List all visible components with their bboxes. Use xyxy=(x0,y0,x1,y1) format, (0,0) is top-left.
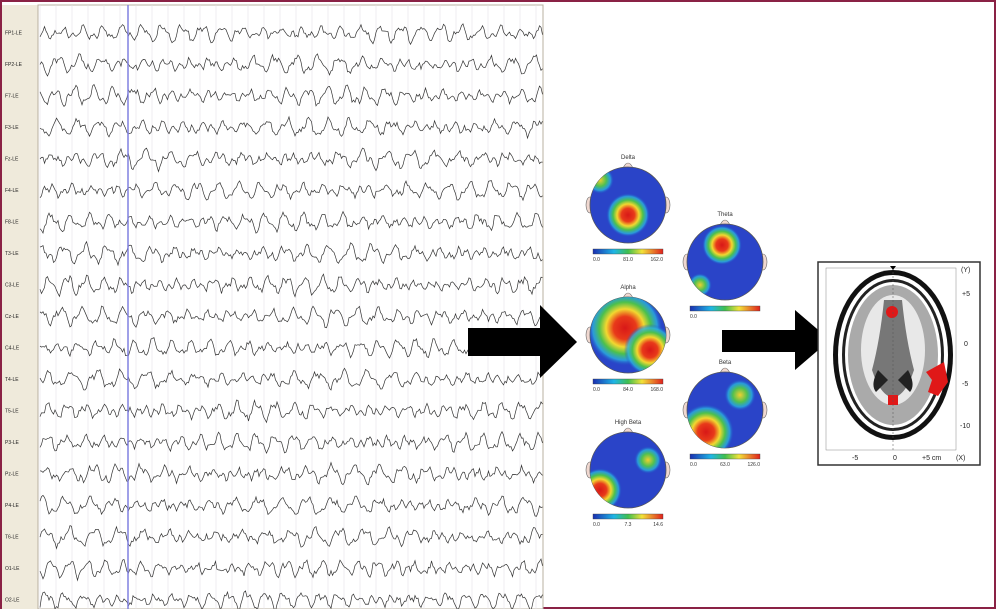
colorbar xyxy=(593,379,663,384)
scale-label: 0.0 xyxy=(593,522,600,528)
channel-label: Fz-LE xyxy=(5,156,19,162)
channel-label: T5-LE xyxy=(5,408,19,414)
channel-label: F3-LE xyxy=(5,125,19,131)
scale-label: 0.0 xyxy=(690,314,697,320)
channel-label: Cz-LE xyxy=(5,314,20,320)
scale-label: 168.0 xyxy=(650,387,663,393)
scale-label: 14.6 xyxy=(653,522,663,528)
x-tick-label: +5 cm xyxy=(922,455,941,462)
y-axis-label: (Y) xyxy=(961,267,970,274)
y-tick-label: +5 xyxy=(962,291,970,298)
scale-label: 0.0 xyxy=(593,257,600,263)
map-title: Beta xyxy=(719,360,732,366)
x-tick-label: 0 xyxy=(893,455,897,462)
channel-label: Pz-LE xyxy=(5,471,19,477)
channel-label: C4-LE xyxy=(5,345,20,351)
x-tick-label: -5 xyxy=(852,455,858,462)
y-tick-label: 0 xyxy=(964,341,968,348)
scale-label: 162.0 xyxy=(650,257,663,263)
colorbar xyxy=(593,514,663,519)
hotspot xyxy=(702,225,742,265)
scale-label: 84.0 xyxy=(623,387,633,393)
y-tick-label: -5 xyxy=(962,381,968,388)
y-tick-label: -10 xyxy=(960,423,970,430)
hotspot xyxy=(578,468,622,512)
eeg-panel xyxy=(38,5,543,609)
colorbar xyxy=(690,454,760,459)
scale-label: 0.0 xyxy=(690,462,697,468)
hotspot xyxy=(688,273,712,297)
x-axis-label: (X) xyxy=(956,455,965,462)
scale-label: 81.0 xyxy=(623,257,633,263)
activity xyxy=(587,290,676,376)
channel-label: T3-LE xyxy=(5,251,19,257)
activation xyxy=(886,306,898,318)
scale-label: 63.0 xyxy=(720,462,730,468)
map-title: Delta xyxy=(621,155,636,161)
channel-label: T6-LE xyxy=(5,534,19,540)
page: {"eeg":{"channels":["FP1-LE","FP2-LE","F… xyxy=(0,0,996,609)
hotspot xyxy=(606,193,650,237)
map-title: High Beta xyxy=(615,420,642,426)
colorbar xyxy=(690,306,760,311)
colorbar xyxy=(593,249,663,254)
scale-label: 7.3 xyxy=(625,522,632,528)
hotspot xyxy=(724,379,756,411)
channel-label: FP2-LE xyxy=(5,62,23,68)
channel-label: F4-LE xyxy=(5,188,19,194)
channel-label: O2-LE xyxy=(5,597,20,603)
hotspot xyxy=(586,166,614,194)
channel-label: C3-LE xyxy=(5,282,20,288)
figure: FP1-LE FP2-LE F7-LE F3-LE Fz-LE F4-LE F8-LE T3-… xyxy=(0,0,996,609)
map-title: Alpha xyxy=(620,285,636,291)
hotspot xyxy=(634,446,662,474)
channel-label: T4-LE xyxy=(5,377,19,383)
scale-label: 0.0 xyxy=(593,387,600,393)
channel-label: P4-LE xyxy=(5,503,20,509)
channel-label: P3-LE xyxy=(5,440,20,446)
channel-label: O1-LE xyxy=(5,566,20,572)
scale-label: 126.0 xyxy=(747,462,760,468)
arrow xyxy=(722,310,830,370)
brain-slice: (Y) +5 0 -5 -10 -5 0 +5 cm (X) xyxy=(818,262,980,465)
channel-label: F8-LE xyxy=(5,219,19,225)
channel-label: F7-LE xyxy=(5,93,19,99)
map-title: Theta xyxy=(717,212,733,218)
channel-label: FP1-LE xyxy=(5,30,23,36)
